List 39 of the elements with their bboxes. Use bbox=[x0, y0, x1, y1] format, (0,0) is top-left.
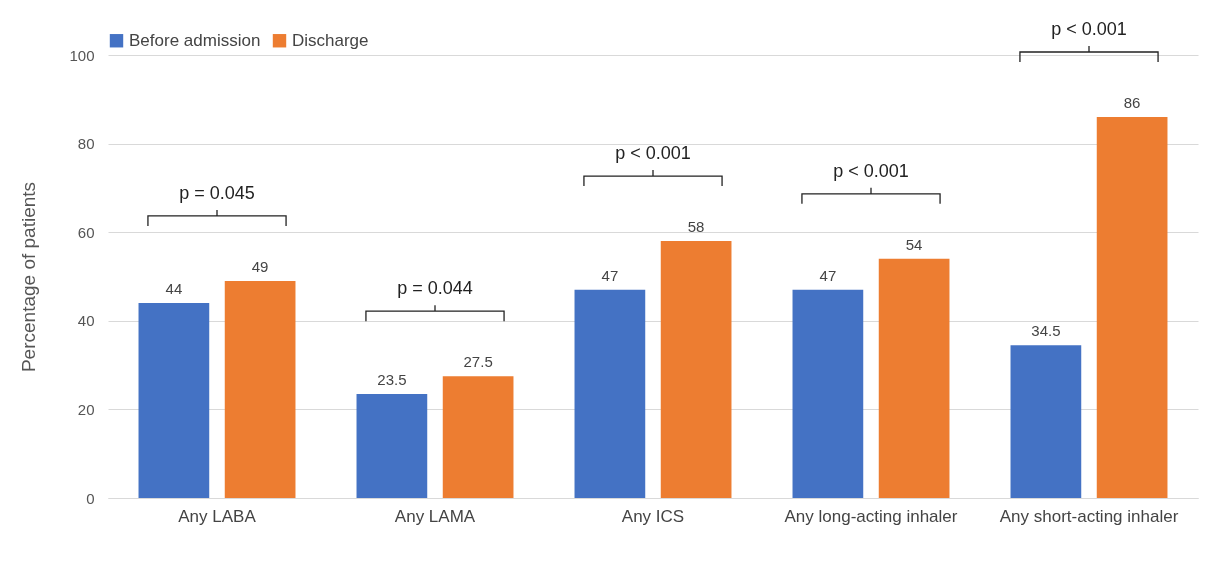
annotation: p < 0.001 bbox=[833, 160, 909, 181]
data-label: 44 bbox=[165, 280, 183, 298]
data-label: 23.5 bbox=[377, 370, 407, 388]
annotation: p = 0.045 bbox=[179, 182, 255, 203]
x-tick-label: Any LABA bbox=[178, 506, 257, 526]
bar bbox=[878, 258, 950, 498]
data-label: 34.5 bbox=[1031, 322, 1061, 340]
annotation: p < 0.001 bbox=[615, 143, 691, 164]
x-tick-label: Any ICS bbox=[621, 506, 685, 526]
legend-label: Discharge bbox=[292, 30, 369, 50]
y-tick-label: 80 bbox=[77, 135, 95, 153]
data-label: 49 bbox=[251, 257, 269, 275]
y-tick-label: 20 bbox=[77, 400, 95, 418]
bar bbox=[224, 280, 296, 498]
bar bbox=[442, 376, 514, 498]
text: p < 0.001 bbox=[1051, 19, 1127, 40]
data-label: 86 bbox=[1123, 94, 1141, 112]
bar bbox=[356, 393, 428, 498]
data-label: 58 bbox=[687, 218, 705, 236]
bar bbox=[792, 289, 864, 498]
y-axis-title: Percentage of patients bbox=[18, 181, 40, 373]
x-tick-label: Any long-acting inhaler bbox=[784, 506, 958, 526]
data-label: 47 bbox=[601, 266, 619, 284]
annotation: p = 0.044 bbox=[397, 278, 473, 299]
bar bbox=[660, 241, 732, 498]
data-label: 47 bbox=[819, 266, 837, 284]
y-tick-label: 100 bbox=[69, 46, 95, 64]
x-tick-label: Any short-acting inhaler bbox=[999, 506, 1179, 526]
y-tick-label: 40 bbox=[77, 312, 95, 330]
x-tick-label: Any LAMA bbox=[394, 506, 476, 526]
y-tick-label: 0 bbox=[86, 489, 95, 507]
bar bbox=[1010, 345, 1082, 498]
legend-label: Before admission bbox=[129, 30, 261, 50]
y-tick-label: 60 bbox=[77, 223, 95, 241]
data-label: 27.5 bbox=[463, 353, 493, 371]
data-label: 54 bbox=[905, 235, 923, 253]
bar bbox=[574, 289, 646, 498]
bar bbox=[1096, 117, 1168, 498]
bar bbox=[138, 303, 210, 498]
